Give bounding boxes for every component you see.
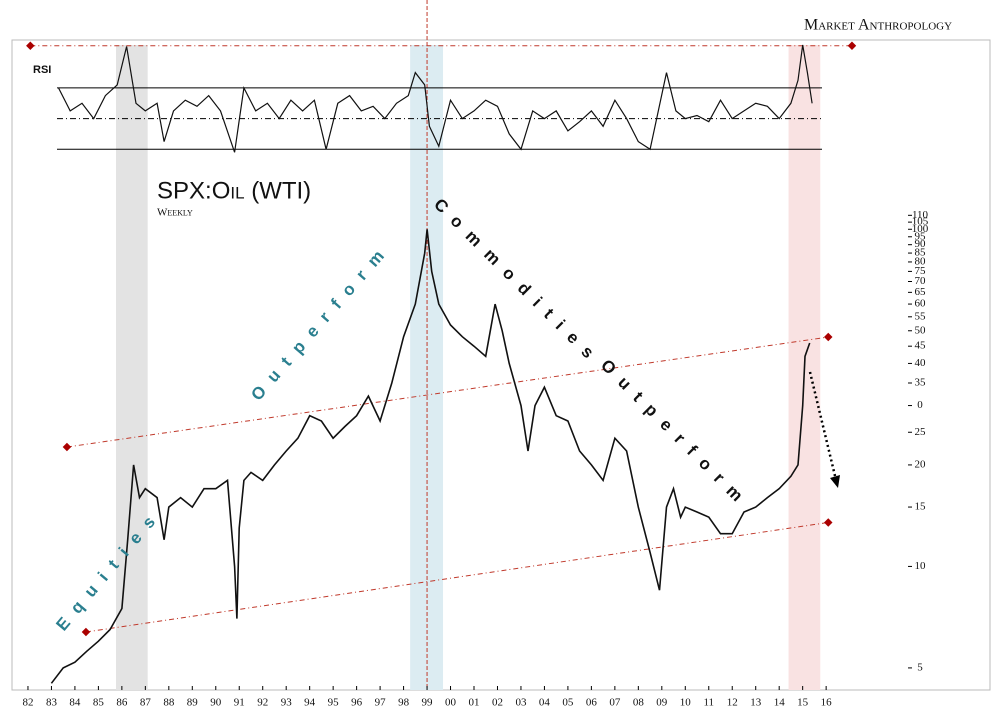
channel-line — [66, 336, 829, 448]
x-tick-label: 16 — [821, 697, 833, 709]
x-tick-label: 08 — [633, 697, 645, 709]
x-tick-label: 93 — [281, 697, 293, 709]
x-tick-label: 96 — [351, 697, 363, 709]
y-tick-label: 85 — [915, 247, 927, 259]
x-tick-label: 95 — [328, 697, 340, 709]
x-tick-label: 04 — [539, 697, 551, 709]
y-tick-label: 80 — [915, 255, 927, 267]
y-tick-label: 35 — [915, 377, 927, 389]
y-tick-label: 10 — [915, 560, 927, 572]
x-tick-label: 82 — [22, 697, 33, 709]
x-tick-label: 97 — [375, 697, 387, 709]
x-tick-label: 86 — [116, 697, 128, 709]
y-tick-label: 20 — [915, 458, 927, 470]
x-tick-label: 92 — [257, 697, 268, 709]
y-tick-label: 0 — [917, 399, 923, 411]
y-tick-label: 95 — [915, 230, 927, 242]
x-tick-label: 01 — [469, 697, 480, 709]
y-tick-label: 25 — [915, 426, 927, 438]
x-tick-label: 13 — [750, 697, 762, 709]
x-tick-label: 98 — [398, 697, 410, 709]
x-tick-label: 06 — [586, 697, 598, 709]
x-tick-label: 15 — [797, 697, 809, 709]
x-tick-label: 85 — [93, 697, 105, 709]
x-tick-label: 05 — [562, 697, 574, 709]
x-tick-label: 88 — [163, 697, 175, 709]
rsi-label: RSI — [33, 64, 51, 76]
diamond — [824, 332, 833, 342]
x-tick-label: 83 — [46, 697, 58, 709]
x-tick-label: 07 — [609, 697, 621, 709]
x-tick-label: 84 — [69, 697, 81, 709]
y-tick-label: 65 — [915, 286, 927, 298]
x-tick-label: 87 — [140, 697, 152, 709]
y-tick-label: 40 — [915, 357, 927, 369]
y-tick-label: 55 — [915, 310, 927, 322]
x-tick-label: 03 — [515, 697, 527, 709]
y-tick-label: 90 — [915, 238, 927, 250]
x-tick-label: 99 — [422, 697, 434, 709]
shaded-region — [115, 45, 148, 690]
x-tick-label: 11 — [703, 697, 714, 709]
arrowhead — [830, 475, 840, 488]
x-tick-label: 10 — [680, 697, 692, 709]
y-tick-label: 110 — [912, 209, 929, 221]
y-tick-label: 15 — [915, 501, 927, 513]
x-tick-label: 00 — [445, 697, 457, 709]
y-tick-label: 60 — [915, 298, 927, 310]
y-tick-label: 50 — [915, 324, 927, 336]
x-tick-label: 89 — [187, 697, 199, 709]
series-line — [57, 44, 813, 153]
y-tick-label: 70 — [915, 275, 927, 287]
frame — [11, 39, 991, 691]
x-tick-label: 02 — [492, 697, 503, 709]
x-tick-label: 14 — [774, 697, 786, 709]
y-tick-label: 5 — [917, 661, 923, 673]
brand: Market Anthropology — [804, 17, 952, 34]
diamond — [26, 41, 35, 51]
y-tick-label: 100 — [912, 223, 929, 235]
series-line — [50, 229, 811, 684]
y-tick-label: 75 — [915, 265, 927, 277]
chart-subtitle: Weekly — [157, 207, 193, 219]
x-tick-label: 90 — [210, 697, 222, 709]
y-tick-label: 105 — [912, 216, 929, 228]
x-tick-label: 12 — [727, 697, 738, 709]
channel-line — [85, 521, 829, 633]
y-tick-label: 45 — [915, 340, 927, 352]
arrow — [808, 371, 838, 481]
diamond — [824, 518, 833, 527]
chart-title: SPX:Oil (WTI) — [157, 177, 311, 204]
x-tick-label: 91 — [234, 697, 245, 709]
x-tick-label: 94 — [304, 697, 316, 709]
x-tick-label: 09 — [656, 697, 668, 709]
